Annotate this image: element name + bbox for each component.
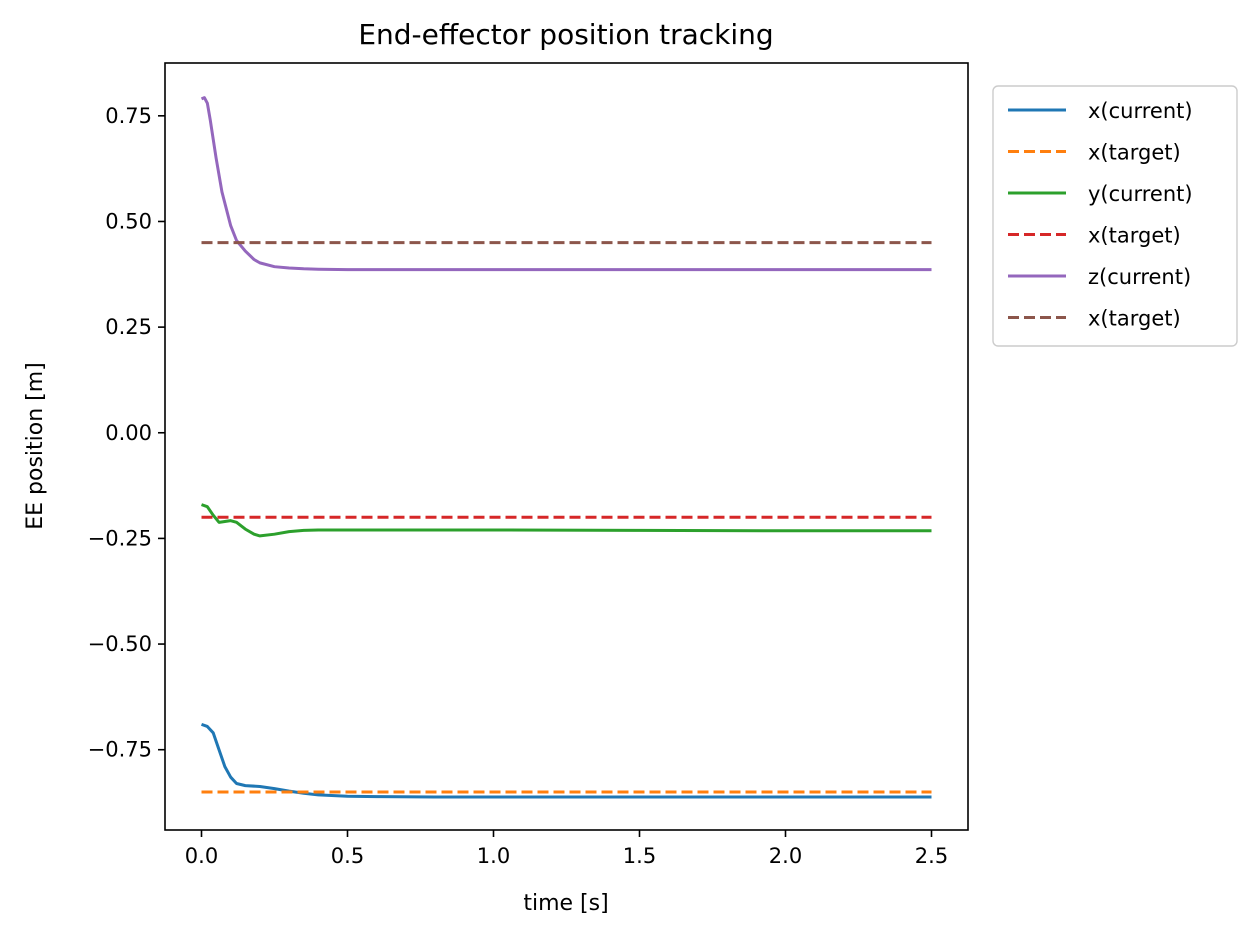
- legend: x(current) x(target) y(current) x(target) z(…: [992, 85, 1238, 347]
- y-tick-label: 0.75: [105, 104, 152, 128]
- legend-label: x(current): [1088, 99, 1193, 123]
- series-line-4: [200, 96, 932, 272]
- x-tick-label: 0.0: [185, 844, 218, 868]
- y-tick-label: 0.50: [105, 209, 152, 233]
- y-tick-label: −0.75: [88, 738, 152, 762]
- x-tick-label: 2.0: [769, 844, 802, 868]
- y-tick-label: −0.50: [88, 632, 152, 656]
- legend-label: x(target): [1088, 307, 1181, 331]
- y-tick-label: 0.00: [105, 421, 152, 445]
- x-tick-label: 1.0: [477, 844, 510, 868]
- chart-title: End-effector position tracking: [358, 18, 773, 51]
- plot-frame: [164, 62, 969, 831]
- legend-label: x(target): [1088, 141, 1181, 165]
- y-axis-label: EE position [m]: [23, 362, 48, 530]
- y-tick-label: −0.25: [88, 526, 152, 550]
- x-tick-label: 0.5: [331, 844, 364, 868]
- x-axis: 0.0 0.5 1.0 1.5 2.0 2.5: [185, 830, 948, 868]
- series-line-0: [200, 722, 932, 799]
- legend-box: [992, 85, 1238, 347]
- series-line-2: [200, 503, 932, 538]
- legend-label: y(current): [1088, 182, 1193, 206]
- y-tick-label: 0.25: [105, 315, 152, 339]
- plot-lines: [200, 96, 932, 799]
- legend-label: z(current): [1088, 265, 1191, 289]
- x-axis-label: time [s]: [523, 891, 608, 916]
- legend-label: x(target): [1088, 224, 1181, 248]
- x-tick-label: 1.5: [623, 844, 656, 868]
- x-tick-label: 2.5: [915, 844, 948, 868]
- y-axis: −0.75 −0.50 −0.25 0.00 0.25 0.50 0.75: [88, 104, 165, 762]
